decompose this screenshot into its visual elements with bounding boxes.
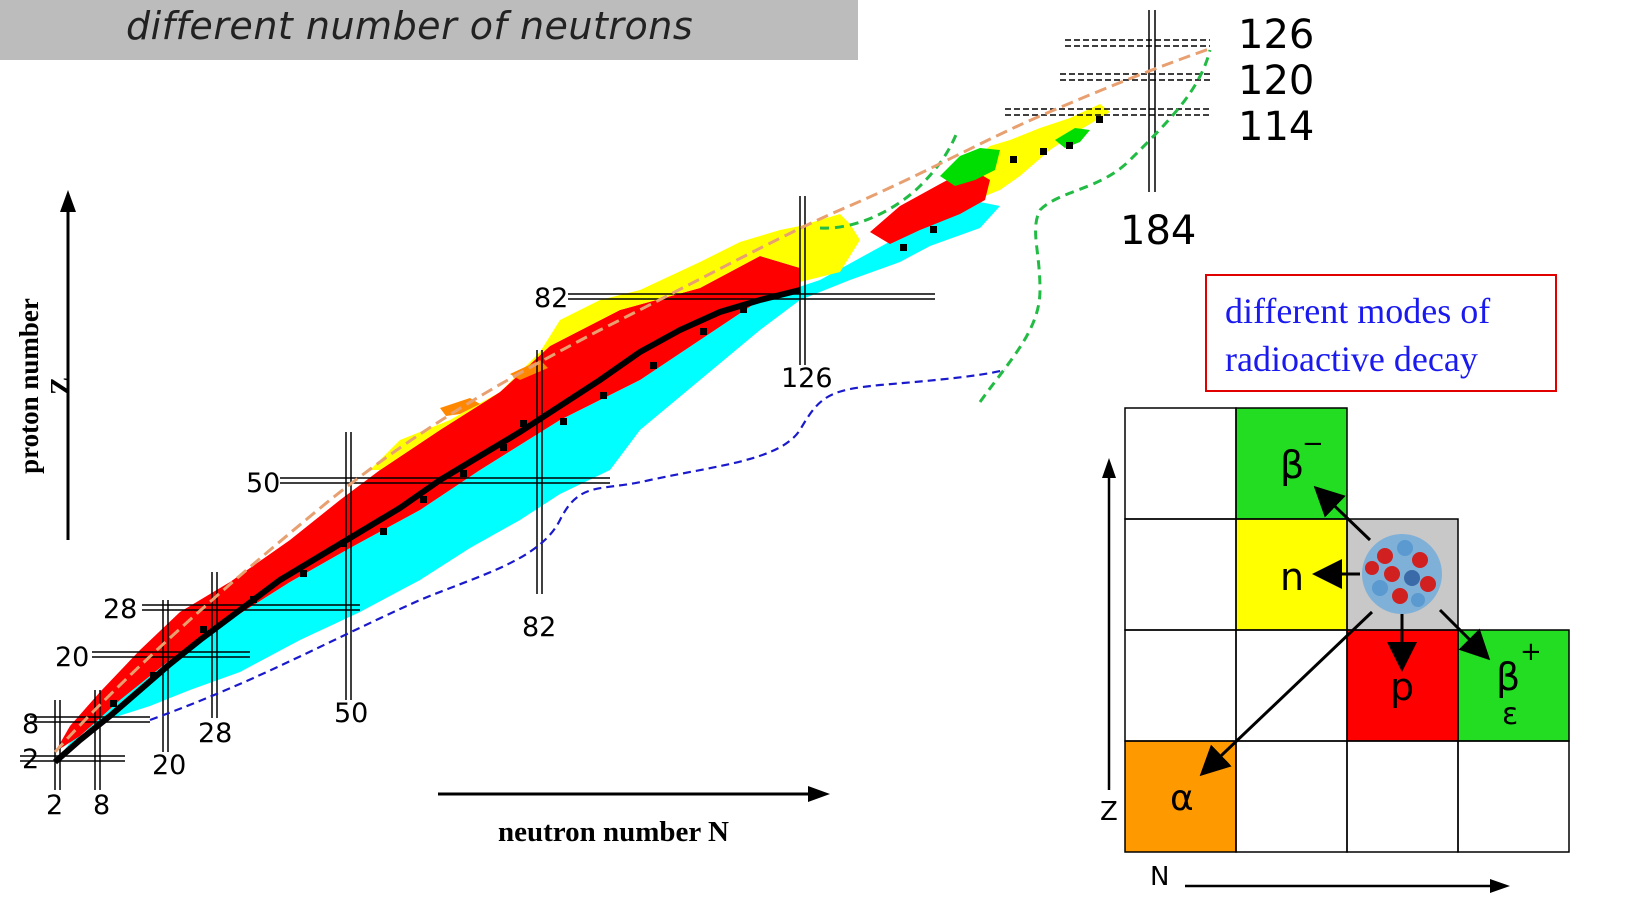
z-label-28: 28 — [103, 594, 137, 625]
z-label-50: 50 — [246, 468, 280, 499]
n-label-82: 82 — [522, 612, 556, 643]
beta-minus-region — [55, 200, 1000, 762]
z-label-8: 8 — [22, 709, 39, 740]
decay-note-line2: radioactive decay — [1225, 339, 1478, 379]
y-axis-arrowhead — [60, 190, 76, 212]
neutron-label: n — [1280, 555, 1304, 599]
z-label-2: 2 — [22, 744, 39, 775]
decay-axis-n: N — [1150, 862, 1170, 892]
decay-note-line1: different modes of — [1225, 291, 1491, 331]
nuclide-band — [53, 104, 1110, 765]
n-label-20: 20 — [152, 750, 186, 781]
decay-axis-z: Z — [1100, 797, 1118, 827]
fission-line-2 — [819, 129, 960, 230]
x-axis-arrowhead — [808, 786, 830, 802]
electron-capture-label: ε — [1502, 697, 1518, 732]
proton-label: p — [1390, 665, 1414, 709]
fission-region-2 — [1055, 128, 1090, 148]
fission-line — [978, 49, 1212, 403]
superheavy-lines — [1005, 39, 1210, 116]
decay-note-box: different modes of radioactive decay — [1205, 274, 1557, 392]
n-label-2: 2 — [46, 790, 63, 821]
z-label-20: 20 — [55, 642, 89, 673]
y-axis-label: proton number Z — [14, 298, 75, 474]
magic-labels: 8 2 20 28 50 82 2 8 20 28 50 82 126 — [22, 283, 833, 821]
stable-valley — [53, 287, 801, 765]
z-label-114: 114 — [1238, 104, 1314, 150]
z-label-120: 120 — [1238, 58, 1314, 104]
beta-minus-sup: − — [1302, 429, 1324, 459]
n-label-28: 28 — [198, 718, 232, 749]
alpha-label: α — [1170, 778, 1194, 819]
superheavy-labels: 126 120 114 184 — [1120, 12, 1314, 254]
x-axis-label: neutron number N — [498, 816, 729, 848]
neutron-dripline — [149, 368, 1006, 722]
nucleus-image — [1362, 534, 1442, 614]
n-label-8: 8 — [93, 790, 110, 821]
fission-region — [940, 148, 1000, 186]
beta-plus-label: β — [1496, 655, 1520, 699]
beta-plus-sup: + — [1520, 637, 1542, 667]
n-label-50: 50 — [334, 698, 368, 729]
beta-minus-label: β — [1280, 443, 1304, 487]
beta-plus-region — [55, 256, 800, 752]
decay-grid: β − n p β + ε α — [1102, 407, 1570, 893]
proton-dripline — [53, 46, 1213, 754]
title-bar: different number of neutrons — [0, 0, 858, 60]
beta-plus-region-upper — [870, 168, 990, 244]
stable-isotopes — [110, 116, 1103, 707]
z-label-82: 82 — [534, 283, 568, 314]
n-label-126: 126 — [781, 363, 833, 394]
alpha-region — [370, 214, 860, 470]
page-title: different number of neutrons — [126, 4, 694, 48]
n-label-184: 184 — [1120, 208, 1196, 254]
z-label-126: 126 — [1238, 12, 1314, 58]
